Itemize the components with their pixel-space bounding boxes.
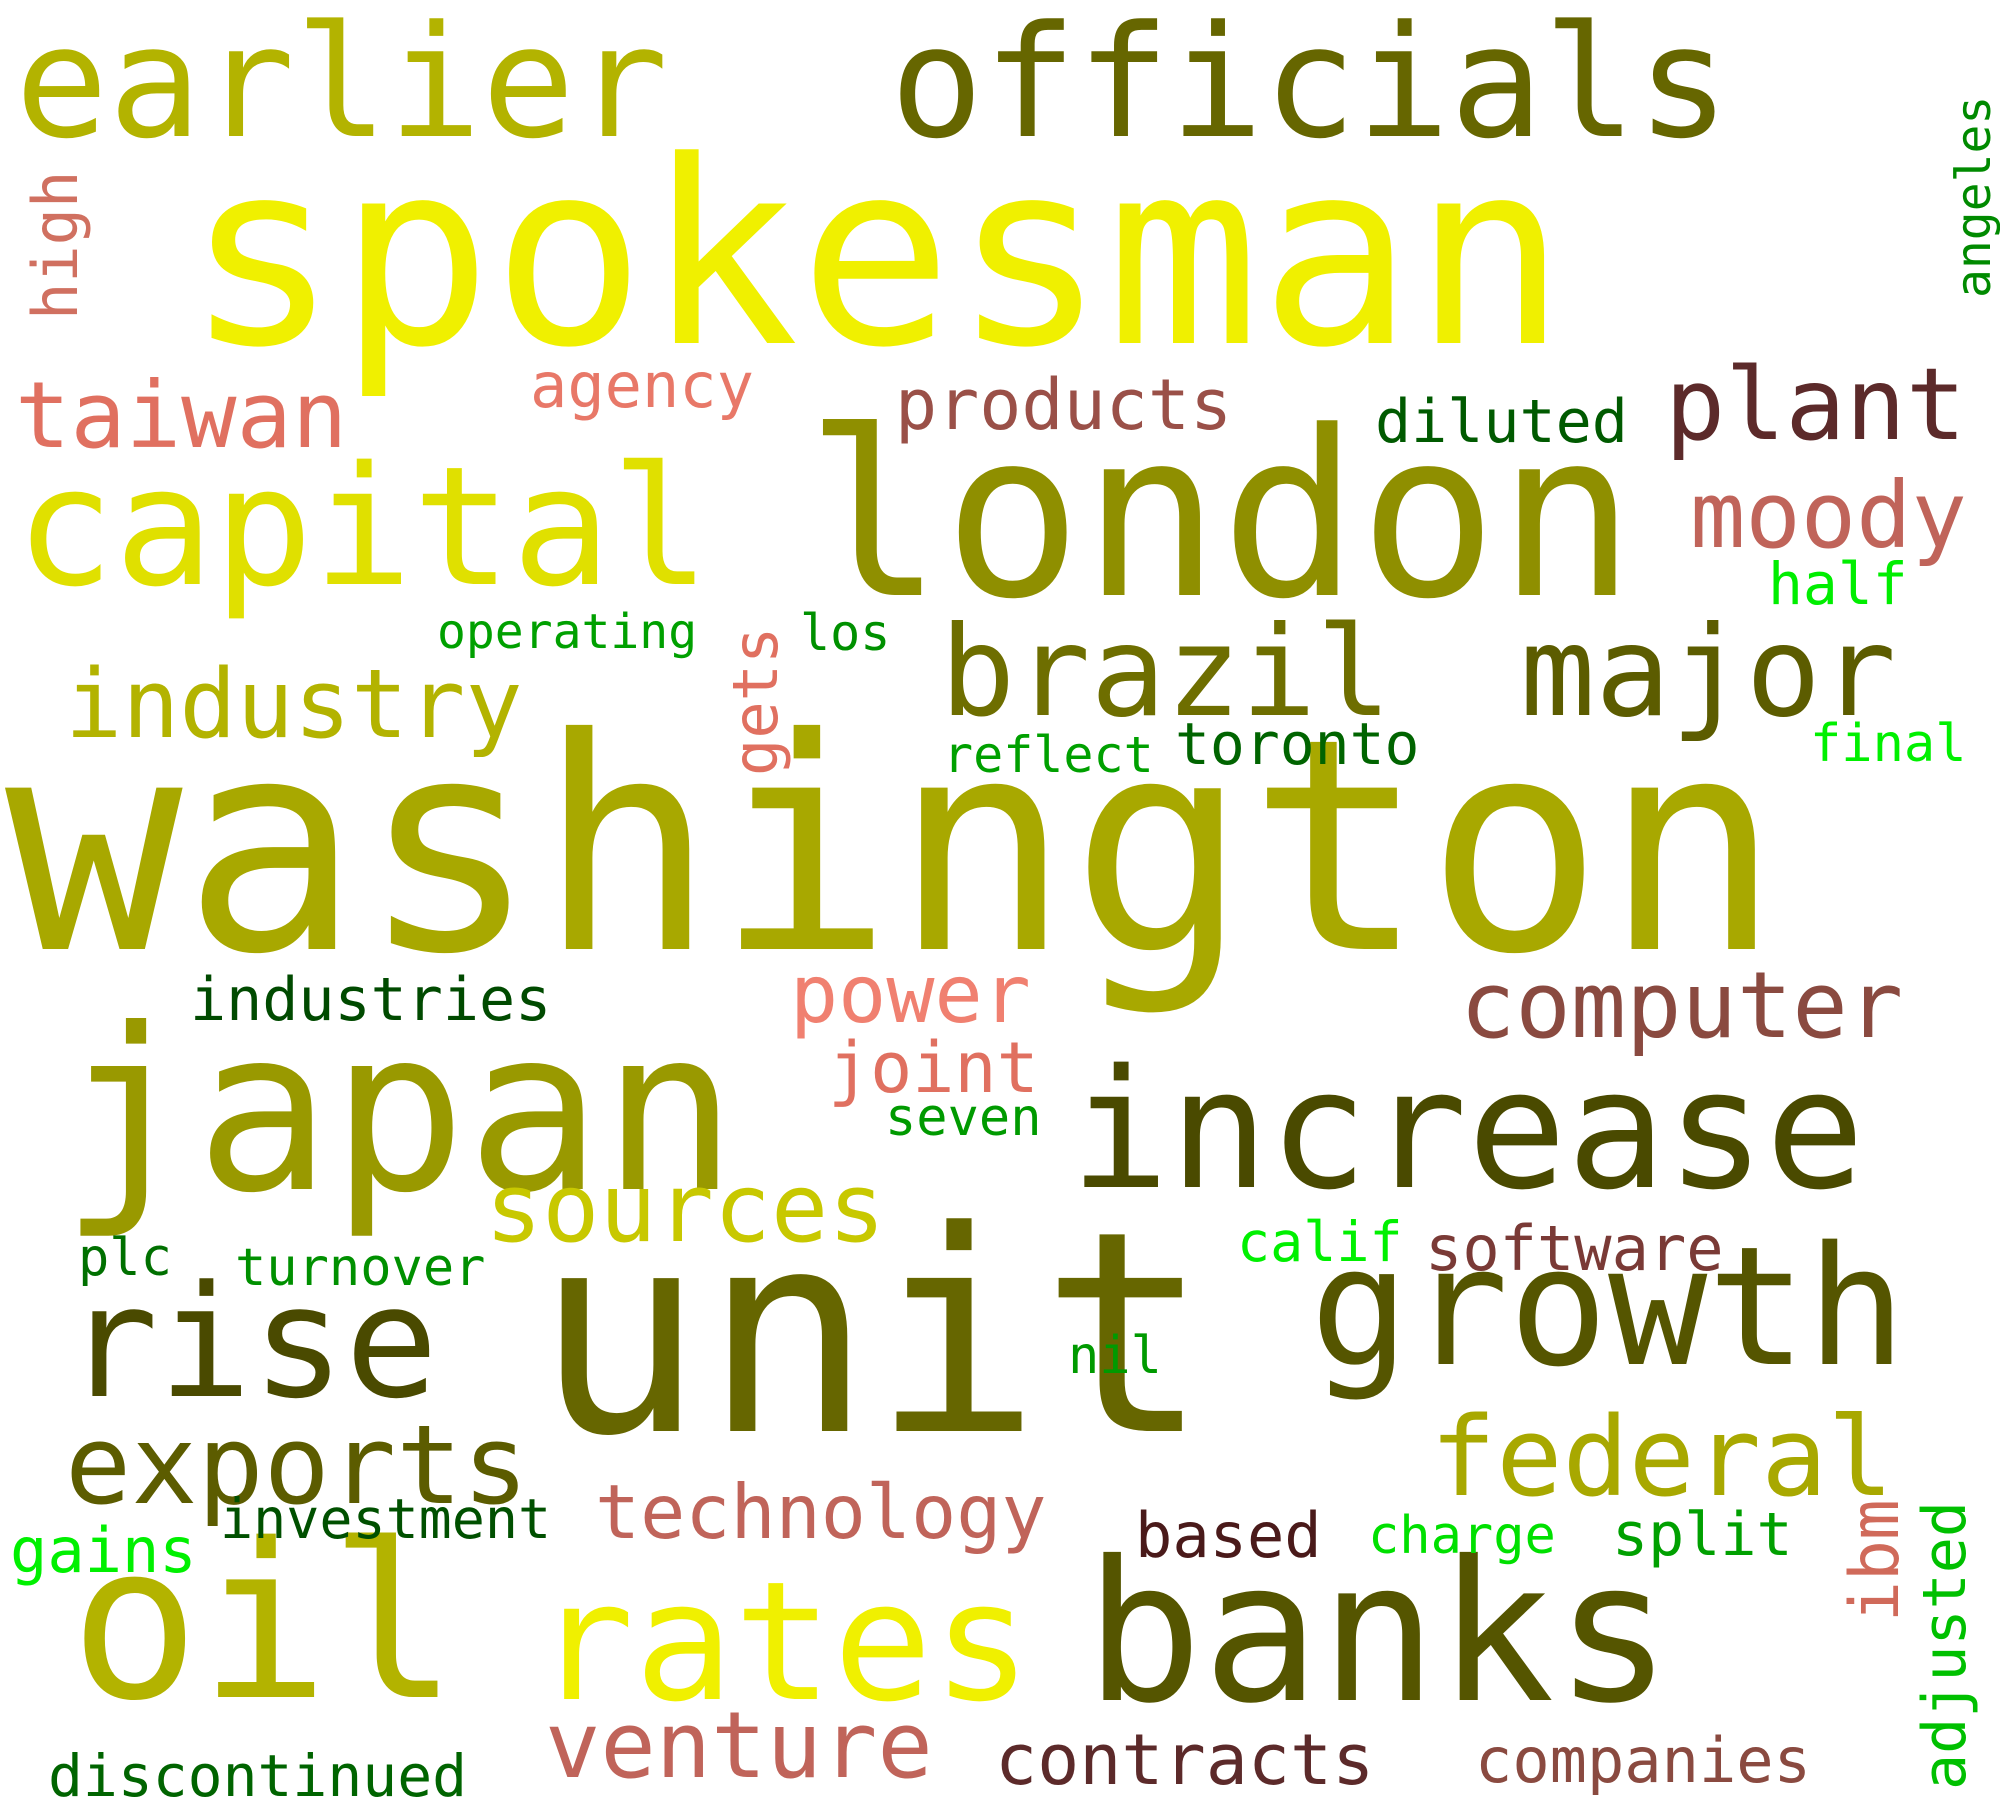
word-agency: agency — [530, 349, 754, 422]
word-seven: seven — [885, 1088, 1042, 1148]
word-growth: growth — [1310, 1211, 1907, 1403]
word-software: software — [1425, 1212, 1724, 1285]
word-toronto: toronto — [1175, 710, 1420, 778]
word-turnover: turnover — [235, 1238, 486, 1298]
word-increase: increase — [1070, 1034, 1865, 1226]
word-ibm: ibm — [1836, 1499, 1915, 1622]
word-oil: oil — [70, 1497, 459, 1748]
word-moody: moody — [1690, 462, 1967, 569]
word-major: major — [1520, 600, 1897, 745]
word-discontinued: discontinued — [48, 1742, 468, 1800]
word-nil: nil — [1068, 1326, 1162, 1386]
word-final: final — [1810, 714, 1967, 774]
word-products: products — [895, 364, 1233, 446]
word-brazil: brazil — [940, 600, 1392, 745]
word-computer: computer — [1460, 952, 1904, 1059]
word-calif: calif — [1237, 1210, 1403, 1274]
word-japan: japan — [60, 981, 738, 1243]
word-split: split — [1612, 1500, 1793, 1570]
word-plc: plc — [78, 1228, 172, 1288]
word-operating: operating — [437, 604, 698, 660]
word-power: power — [790, 948, 1031, 1041]
word-angeles: angeles — [1946, 95, 2000, 298]
word-officials: officials — [890, 0, 1730, 173]
word-technology: technology — [595, 1468, 1047, 1556]
word-banks: banks — [1085, 1519, 1672, 1746]
word-unit: unit — [535, 1172, 1210, 1498]
word-based: based — [1135, 1499, 1322, 1572]
word-london: london — [805, 383, 1636, 650]
word-plant: plant — [1665, 346, 1967, 463]
word-companies: companies — [1475, 1724, 1811, 1797]
word-taiwan: taiwan — [15, 362, 348, 469]
word-spokesman: spokesman — [185, 107, 1567, 404]
word-half: half — [1768, 550, 1908, 618]
word-industries: industries — [190, 965, 552, 1035]
word-charge: charge — [1368, 1506, 1556, 1566]
word-exports: exports — [65, 1401, 529, 1529]
word-capital: capital — [15, 431, 711, 623]
word-los: los — [800, 604, 891, 662]
word-gets: gets — [719, 626, 792, 776]
word-venture: venture — [545, 1692, 933, 1799]
word-earlier: earlier — [15, 0, 669, 173]
word-washington: washington — [5, 675, 1782, 1019]
word-joint: joint — [828, 1027, 1039, 1109]
word-contracts: contracts — [995, 1719, 1375, 1800]
word-investment: investment — [220, 1487, 552, 1551]
word-sources: sources — [485, 1154, 886, 1264]
word-diluted: diluted — [1375, 387, 1628, 457]
word-gains: gains — [10, 1514, 197, 1587]
word-reflect: reflect — [943, 726, 1154, 784]
word-rise: rise — [65, 1252, 439, 1433]
word-federal: federal — [1430, 1393, 1894, 1521]
word-industry: industry — [65, 650, 523, 760]
word-high: high — [19, 170, 92, 320]
word-adjusted: adjusted — [1910, 1501, 1980, 1790]
word-rates: rates — [535, 1546, 1032, 1738]
